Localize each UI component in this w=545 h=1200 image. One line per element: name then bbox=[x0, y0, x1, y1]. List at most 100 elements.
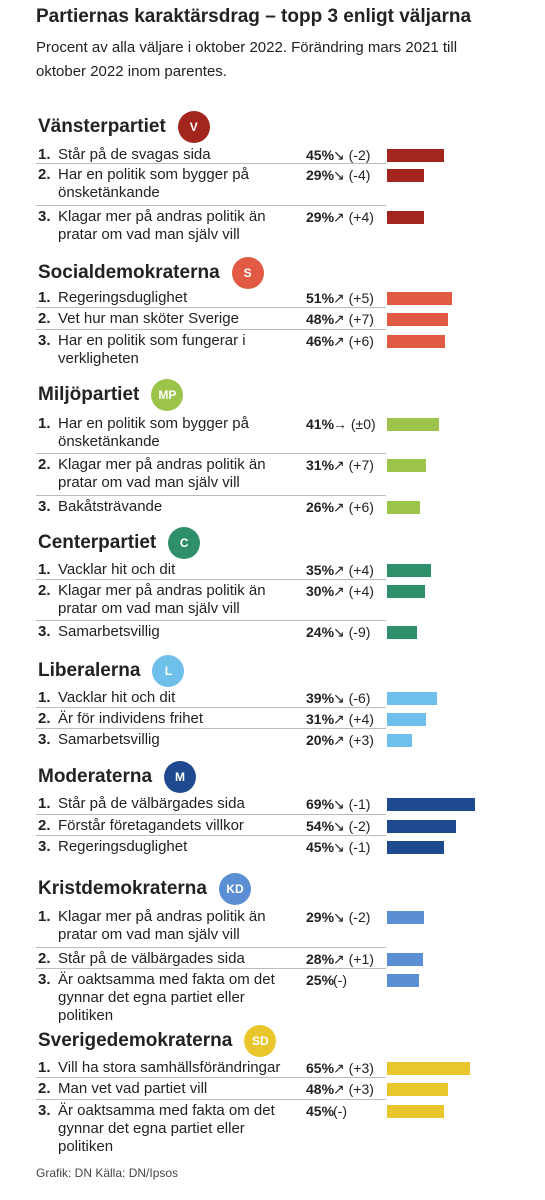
change-label: ↗ (+3) bbox=[333, 732, 374, 748]
party-name: Miljöpartiet bbox=[38, 384, 140, 405]
rank: 2. bbox=[38, 456, 51, 473]
separator bbox=[36, 163, 386, 164]
value-label: 54% bbox=[306, 818, 335, 834]
item-label: Står på de välbärgades sida bbox=[58, 795, 245, 812]
party-name: Centerpartiet bbox=[38, 532, 157, 553]
rank: 1. bbox=[38, 795, 51, 812]
value-label: 28% bbox=[306, 951, 335, 967]
change-label: ↘ (-2) bbox=[333, 909, 371, 925]
bar bbox=[387, 459, 427, 472]
item-label: Man vet vad partiet vill bbox=[58, 1080, 208, 1097]
item-label: Är oaktsamma med fakta om det gynnar det… bbox=[58, 971, 275, 1024]
party-name: Moderaterna bbox=[38, 766, 153, 787]
item-label: Regeringsduglighet bbox=[58, 289, 188, 306]
rank: 3. bbox=[38, 208, 51, 225]
change-label: ↘ (-1) bbox=[333, 839, 371, 855]
value-label: 45% bbox=[306, 147, 335, 163]
item-label: Har en politik som bygger på önsketänkan… bbox=[58, 166, 249, 201]
rank: 2. bbox=[38, 582, 51, 599]
rank: 3. bbox=[38, 623, 51, 640]
party-name: Socialdemokraterna bbox=[38, 262, 220, 283]
rank: 2. bbox=[38, 710, 51, 727]
separator bbox=[36, 329, 386, 330]
source: Grafik: DN Källa: DN/Ipsos bbox=[36, 1166, 179, 1180]
bar bbox=[387, 564, 432, 577]
value-label: 51% bbox=[306, 290, 335, 306]
value-label: 45% bbox=[306, 839, 335, 855]
change-label: ↘ (-6) bbox=[333, 690, 371, 706]
party-badge: C bbox=[168, 527, 201, 559]
rank: 3. bbox=[38, 971, 51, 988]
item-label: Har en politik som fungerar i verklighet… bbox=[58, 332, 246, 367]
value-label: 48% bbox=[306, 1081, 335, 1097]
bar bbox=[387, 953, 423, 966]
change-label: ↗ (+4) bbox=[333, 583, 374, 599]
change-label: ↗ (+4) bbox=[333, 562, 374, 578]
change-label: ↗ (+7) bbox=[333, 457, 374, 473]
change-label: ↗ (+7) bbox=[333, 311, 374, 327]
item-label: Är oaktsamma med fakta om det gynnar det… bbox=[58, 1102, 275, 1155]
item-label: Vacklar hit och dit bbox=[58, 689, 176, 706]
rank: 1. bbox=[38, 908, 51, 925]
bar bbox=[387, 313, 448, 326]
rank: 1. bbox=[38, 146, 51, 163]
item-label: Klagar mer på andras politik än pratar o… bbox=[58, 208, 266, 243]
change-label: ↘ (-2) bbox=[333, 818, 371, 834]
party-header: Moderaterna M bbox=[38, 760, 197, 794]
change-label: ↘ (-4) bbox=[333, 167, 371, 183]
value-label: 24% bbox=[306, 624, 335, 640]
item-label: Är för individens frihet bbox=[58, 710, 204, 727]
value-label: 65% bbox=[306, 1060, 335, 1076]
bar bbox=[387, 798, 475, 811]
party-name: Vänsterpartiet bbox=[38, 116, 166, 137]
value-label: 31% bbox=[306, 457, 335, 473]
rank: 3. bbox=[38, 332, 51, 349]
bar bbox=[387, 335, 446, 348]
value-label: 29% bbox=[306, 209, 335, 225]
bar bbox=[387, 585, 426, 598]
value-label: 30% bbox=[306, 583, 335, 599]
separator bbox=[36, 728, 386, 729]
value-label: 69% bbox=[306, 796, 335, 812]
value-label: 35% bbox=[306, 562, 335, 578]
party-badge: MP bbox=[151, 379, 184, 411]
rank: 2. bbox=[38, 310, 51, 327]
bar bbox=[387, 501, 421, 514]
bar bbox=[387, 1105, 445, 1118]
change-label: ↘ (-2) bbox=[333, 147, 371, 163]
party-badge: M bbox=[164, 761, 197, 793]
bar bbox=[387, 418, 440, 431]
rank: 1. bbox=[38, 289, 51, 306]
party-name: Sverigedemokraterna bbox=[38, 1030, 233, 1051]
separator bbox=[36, 707, 386, 708]
title: Partiernas karaktärsdrag – topp 3 enligt… bbox=[36, 6, 472, 27]
change-label: → (±0) bbox=[333, 416, 376, 432]
separator bbox=[36, 947, 386, 948]
separator bbox=[36, 579, 386, 580]
item-label: Förstår företagandets villkor bbox=[58, 817, 244, 834]
party-header: Liberalerna L bbox=[38, 654, 185, 688]
value-label: 48% bbox=[306, 311, 335, 327]
party-name: Kristdemokraterna bbox=[38, 878, 207, 899]
item-label: Klagar mer på andras politik än pratar o… bbox=[58, 582, 266, 617]
party-badge: SD bbox=[244, 1025, 277, 1057]
change-label: ↘ (-1) bbox=[333, 796, 371, 812]
bar bbox=[387, 292, 452, 305]
rank: 2. bbox=[38, 166, 51, 183]
party-header: Vänsterpartiet V bbox=[38, 110, 210, 144]
rank: 1. bbox=[38, 415, 51, 432]
bar bbox=[387, 820, 456, 833]
rank: 3. bbox=[38, 838, 51, 855]
bar bbox=[387, 713, 427, 726]
change-label: (-) bbox=[333, 972, 347, 988]
separator bbox=[36, 1077, 386, 1078]
change-label: ↗ (+3) bbox=[333, 1081, 374, 1097]
bar bbox=[387, 841, 445, 854]
party-header: Sverigedemokraterna SD bbox=[38, 1024, 277, 1058]
party-badge: KD bbox=[218, 873, 251, 905]
value-label: 41% bbox=[306, 416, 335, 432]
party-header: Miljöpartiet MP bbox=[38, 378, 184, 412]
bar bbox=[387, 1083, 448, 1096]
change-label: ↗ (+3) bbox=[333, 1060, 374, 1076]
